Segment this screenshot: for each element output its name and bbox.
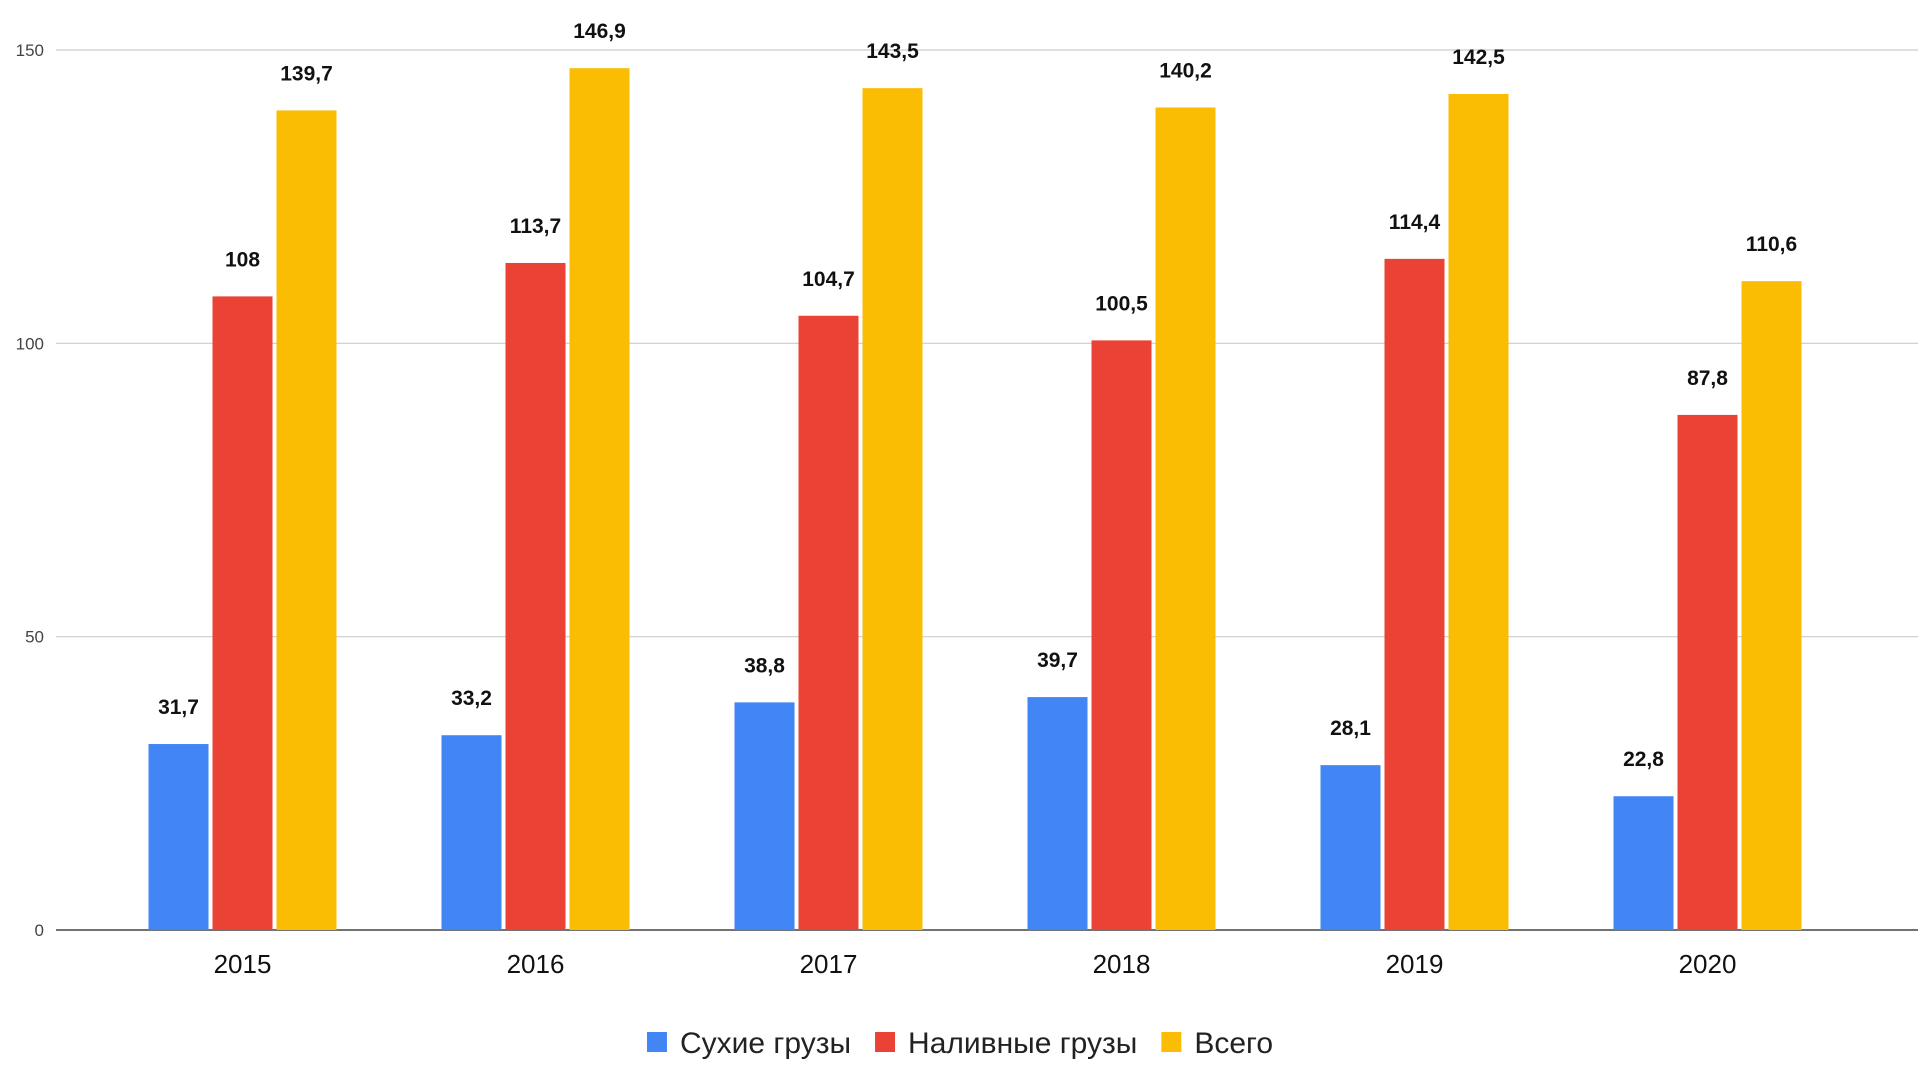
data-label: 146,9	[573, 20, 626, 43]
data-label: 87,8	[1687, 367, 1728, 390]
data-label: 104,7	[802, 268, 855, 291]
bar-Сухие грузы-2018	[1027, 697, 1088, 930]
bar-Наливные грузы-2018	[1091, 340, 1152, 930]
bar-Наливные грузы-2016	[505, 262, 566, 931]
bar-Всего-2020	[1741, 281, 1802, 930]
legend-label: Сухие грузы	[680, 1027, 851, 1060]
x-category-label: 2020	[1679, 949, 1737, 979]
x-category-label: 2018	[1093, 949, 1151, 979]
data-label: 38,8	[744, 654, 785, 677]
legend-swatch	[1161, 1032, 1182, 1052]
data-label: 100,5	[1095, 292, 1148, 315]
bar-Наливные грузы-2015	[212, 296, 273, 930]
data-label: 31,7	[158, 696, 199, 719]
y-tick-label: 50	[25, 628, 44, 647]
bar-Наливные грузы-2019	[1384, 258, 1445, 930]
bar-Сухие грузы-2015	[148, 744, 209, 930]
legend: Сухие грузы Наливные грузы Всего	[646, 1027, 1273, 1060]
legend-item: Наливные грузы	[875, 1027, 1137, 1060]
data-label: 22,8	[1623, 748, 1664, 771]
x-category-label: 2015	[214, 949, 272, 979]
bar-Наливные грузы-2020	[1677, 414, 1738, 930]
data-label: 140,2	[1159, 59, 1212, 82]
data-label: 142,5	[1452, 46, 1505, 69]
legend-label: Наливные грузы	[908, 1027, 1137, 1060]
x-category-label: 2019	[1386, 949, 1444, 979]
bar-Наливные грузы-2017	[798, 315, 859, 930]
bar-Всего-2019	[1448, 94, 1509, 930]
y-tick-label: 0	[35, 921, 44, 940]
bar-Сухие грузы-2020	[1613, 796, 1674, 930]
data-label: 139,7	[280, 62, 333, 85]
x-axis-categories: 2015 2016 2017 2018 2019 2020	[214, 949, 1737, 979]
data-labels: 31,7 108 139,7 33,2 113,7 146,9 38,8 104,7 143,5…	[158, 20, 1797, 771]
data-label: 143,5	[866, 40, 919, 63]
bar-Всего-2018	[1155, 107, 1216, 930]
legend-item: Всего	[1161, 1027, 1273, 1060]
data-label: 39,7	[1037, 649, 1078, 672]
bar-Всего-2017	[862, 88, 923, 931]
bar-Всего-2015	[276, 110, 337, 931]
data-label: 108	[225, 248, 260, 271]
legend-item: Сухие грузы	[646, 1027, 851, 1060]
y-axis-ticks: 0 50 100 150	[16, 41, 44, 940]
y-tick-label: 150	[16, 41, 44, 60]
data-label: 33,2	[451, 687, 492, 710]
bar-Всего-2016	[569, 68, 630, 931]
data-label: 28,1	[1330, 717, 1371, 740]
x-category-label: 2017	[800, 949, 858, 979]
data-label: 113,7	[510, 215, 561, 238]
grid-lines	[56, 49, 1918, 931]
legend-swatch	[646, 1032, 667, 1052]
bar-Сухие грузы-2017	[734, 702, 795, 930]
data-label: 114,4	[1389, 211, 1441, 234]
bars	[148, 68, 1802, 931]
legend-label: Всего	[1194, 1027, 1273, 1060]
legend-swatch	[875, 1032, 896, 1052]
bar-Сухие грузы-2019	[1320, 765, 1381, 930]
bar-Сухие грузы-2016	[441, 735, 502, 930]
x-category-label: 2016	[507, 949, 565, 979]
data-label: 110,6	[1746, 233, 1797, 256]
y-tick-label: 100	[16, 334, 44, 353]
